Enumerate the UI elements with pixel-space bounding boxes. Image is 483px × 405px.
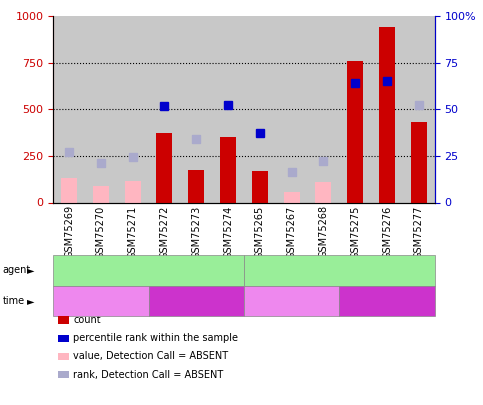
Text: 12 h: 12 h: [185, 296, 208, 306]
Bar: [125, 181, 141, 202]
Bar: [117, 16, 149, 202]
Text: time: time: [2, 296, 25, 306]
Text: percentile rank within the sample: percentile rank within the sample: [73, 333, 239, 343]
Text: rank, Detection Call = ABSENT: rank, Detection Call = ABSENT: [73, 370, 224, 379]
Text: epidermal growth factor: epidermal growth factor: [276, 265, 402, 275]
Text: 4 h: 4 h: [284, 296, 300, 306]
Bar: [212, 16, 244, 202]
Bar: [149, 16, 180, 202]
Bar: [53, 16, 85, 202]
Text: agent: agent: [2, 265, 30, 275]
Bar: [379, 28, 395, 202]
Bar: [347, 61, 363, 202]
Bar: [244, 16, 276, 202]
Bar: [315, 182, 331, 202]
Bar: [308, 16, 339, 202]
Bar: [252, 171, 268, 202]
Bar: [411, 122, 427, 202]
Bar: [61, 178, 77, 202]
Bar: [156, 133, 172, 202]
Text: value, Detection Call = ABSENT: value, Detection Call = ABSENT: [73, 352, 228, 361]
Text: ►: ►: [27, 296, 35, 306]
Bar: [284, 192, 299, 202]
Text: 4 h: 4 h: [93, 296, 109, 306]
Bar: [371, 16, 403, 202]
Text: control: control: [130, 265, 167, 275]
Text: ►: ►: [27, 265, 35, 275]
Bar: [403, 16, 435, 202]
Text: count: count: [73, 315, 101, 325]
Text: 12 h: 12 h: [375, 296, 398, 306]
Bar: [188, 170, 204, 202]
Bar: [85, 16, 117, 202]
Bar: [180, 16, 212, 202]
Bar: [339, 16, 371, 202]
Bar: [93, 186, 109, 202]
Bar: [220, 137, 236, 202]
Bar: [276, 16, 308, 202]
